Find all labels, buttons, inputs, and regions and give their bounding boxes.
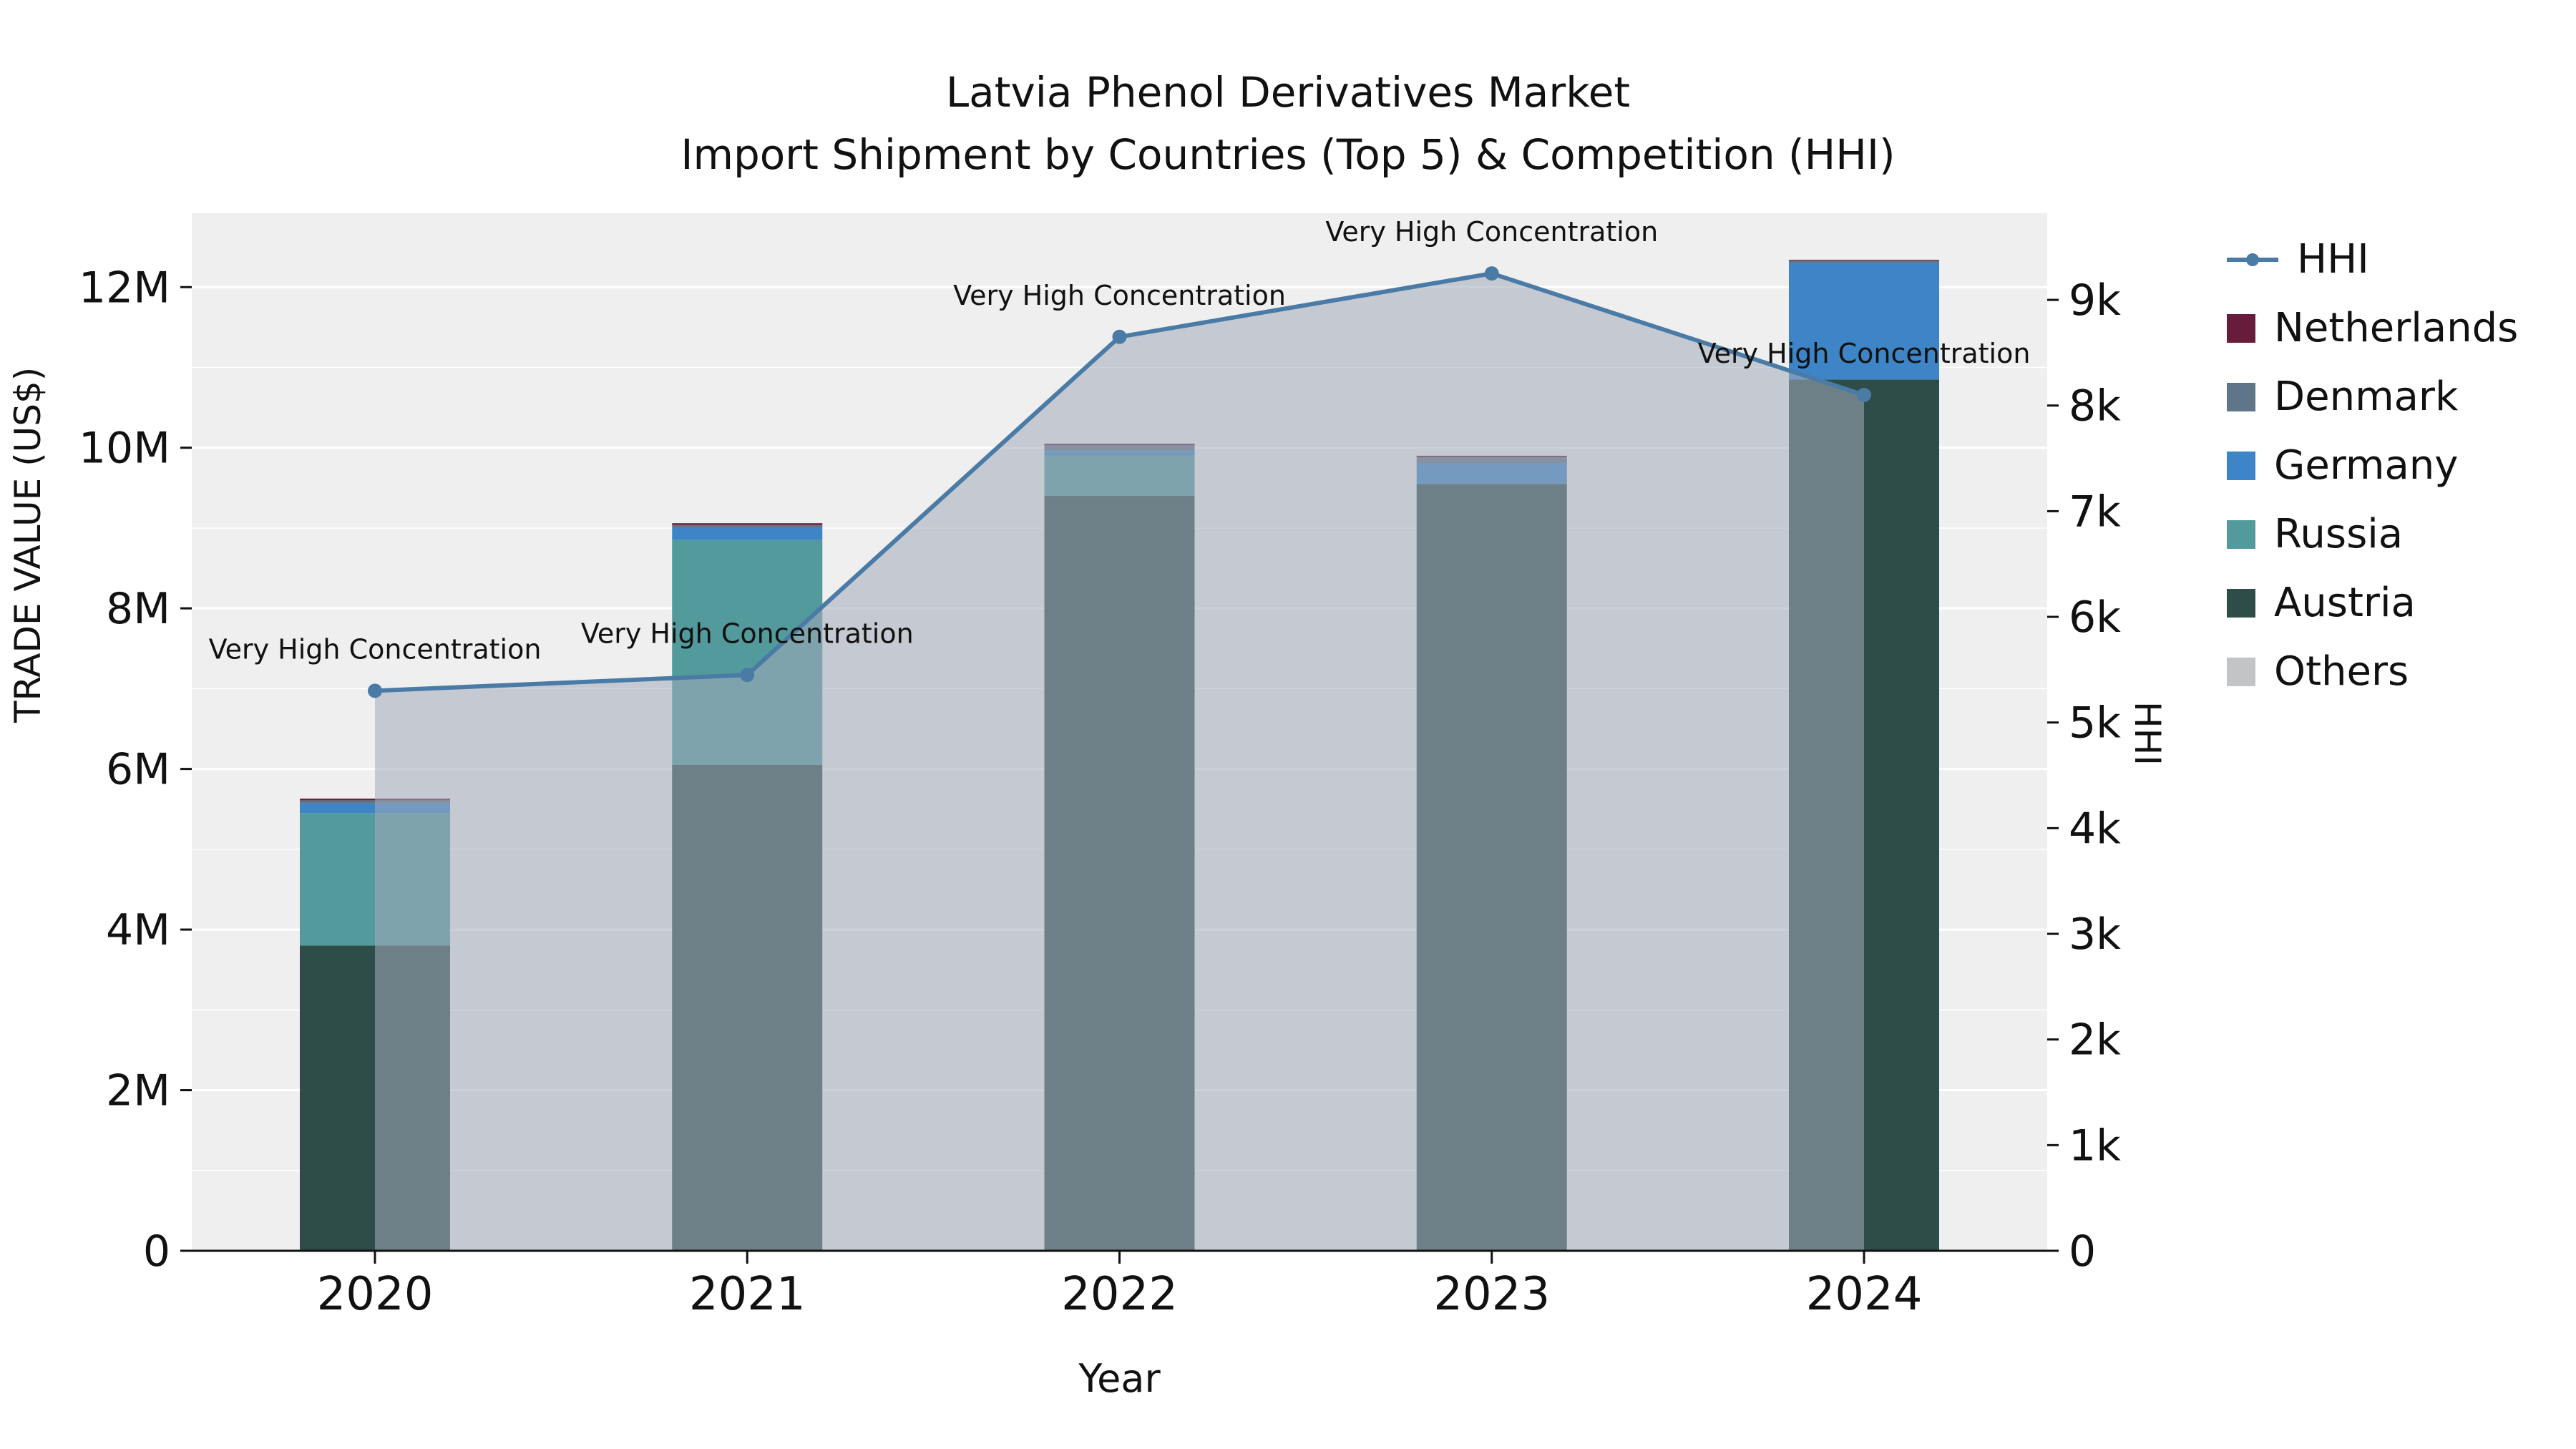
annotation: Very High Concentration xyxy=(581,618,914,649)
legend-swatch-icon xyxy=(2227,589,2255,618)
legend-label: Russia xyxy=(2274,511,2404,557)
y-right-tick-label: 7k xyxy=(2069,487,2121,537)
x-tick-label: 2020 xyxy=(317,1268,434,1321)
bar-segment-denmark xyxy=(672,525,823,528)
y-right-tick-label: 0 xyxy=(2069,1226,2096,1277)
y-right-tick-label: 9k xyxy=(2069,275,2121,326)
legend-label: Others xyxy=(2274,648,2409,695)
y-axis-title-left: TRADE VALUE (US$) xyxy=(7,366,49,723)
annotation: Very High Concentration xyxy=(209,633,542,665)
hhi-marker xyxy=(1112,329,1127,344)
annotation: Very High Concentration xyxy=(1325,216,1658,248)
hhi-marker xyxy=(1857,387,1871,402)
legend-swatch-icon xyxy=(2227,452,2255,480)
bar-segment-denmark xyxy=(1789,260,1939,263)
legend-item-germany: Germany xyxy=(2227,444,2518,488)
legend-item-others: Others xyxy=(2227,650,2518,694)
y-axis-title-right: HHI xyxy=(2127,701,2168,766)
y-left-tick-label: 4M xyxy=(106,905,170,955)
y-left-tick-label: 10M xyxy=(79,424,170,474)
legend-item-russia: Russia xyxy=(2227,512,2518,557)
chart-title: Latvia Phenol Derivatives Market xyxy=(945,68,1631,117)
legend-item-hhi: HHI xyxy=(2227,238,2518,282)
legend-label: Netherlands xyxy=(2274,305,2519,351)
legend-label: HHI xyxy=(2297,236,2369,283)
y-right-tick-label: 2k xyxy=(2069,1015,2121,1065)
y-left-tick-label: 8M xyxy=(106,584,170,634)
y-right-tick-label: 8k xyxy=(2069,381,2121,431)
hhi-marker xyxy=(740,668,755,683)
legend-label: Germany xyxy=(2274,442,2459,489)
legend-label: Austria xyxy=(2274,580,2416,626)
y-right-tick-label: 1k xyxy=(2069,1121,2121,1171)
bar-segment-netherlands xyxy=(672,523,823,525)
hhi-area xyxy=(375,273,1864,1251)
legend-swatch-icon xyxy=(2227,383,2255,411)
legend-label: Denmark xyxy=(2274,374,2459,420)
legend-item-austria: Austria xyxy=(2227,581,2518,625)
legend-swatch-icon xyxy=(2227,658,2255,686)
y-right-tick-label: 6k xyxy=(2069,592,2121,643)
chart-subtitle: Import Shipment by Countries (Top 5) & C… xyxy=(680,130,1896,179)
y-right-tick-label: 3k xyxy=(2069,909,2121,960)
legend-item-denmark: Denmark xyxy=(2227,375,2518,419)
legend-swatch-icon xyxy=(2227,520,2255,549)
annotation: Very High Concentration xyxy=(953,280,1286,311)
x-tick-label: 2024 xyxy=(1806,1268,1923,1321)
legend-swatch-icon xyxy=(2227,314,2255,343)
y-left-tick-label: 12M xyxy=(79,263,170,313)
bar-segment-germany xyxy=(672,527,823,540)
x-axis-title: Year xyxy=(1078,1356,1161,1401)
y-left-tick-label: 2M xyxy=(106,1066,170,1116)
y-left-tick-label: 6M xyxy=(106,745,170,795)
bar-segment-germany xyxy=(1789,263,1939,380)
x-tick-label: 2021 xyxy=(689,1268,806,1321)
legend: HHI Netherlands Denmark Germany Russia Austri… xyxy=(2227,238,2518,694)
hhi-marker xyxy=(1484,266,1499,281)
legend-item-netherlands: Netherlands xyxy=(2227,306,2518,351)
legend-line-sample-icon xyxy=(2227,245,2278,274)
y-right-tick-label: 5k xyxy=(2069,698,2121,748)
hhi-marker xyxy=(368,683,382,698)
y-left-tick-label: 0 xyxy=(143,1226,170,1277)
y-right-tick-label: 4k xyxy=(2069,804,2121,854)
x-tick-label: 2022 xyxy=(1061,1268,1178,1321)
annotation: Very High Concentration xyxy=(1698,338,2031,369)
x-tick-label: 2023 xyxy=(1433,1268,1550,1321)
